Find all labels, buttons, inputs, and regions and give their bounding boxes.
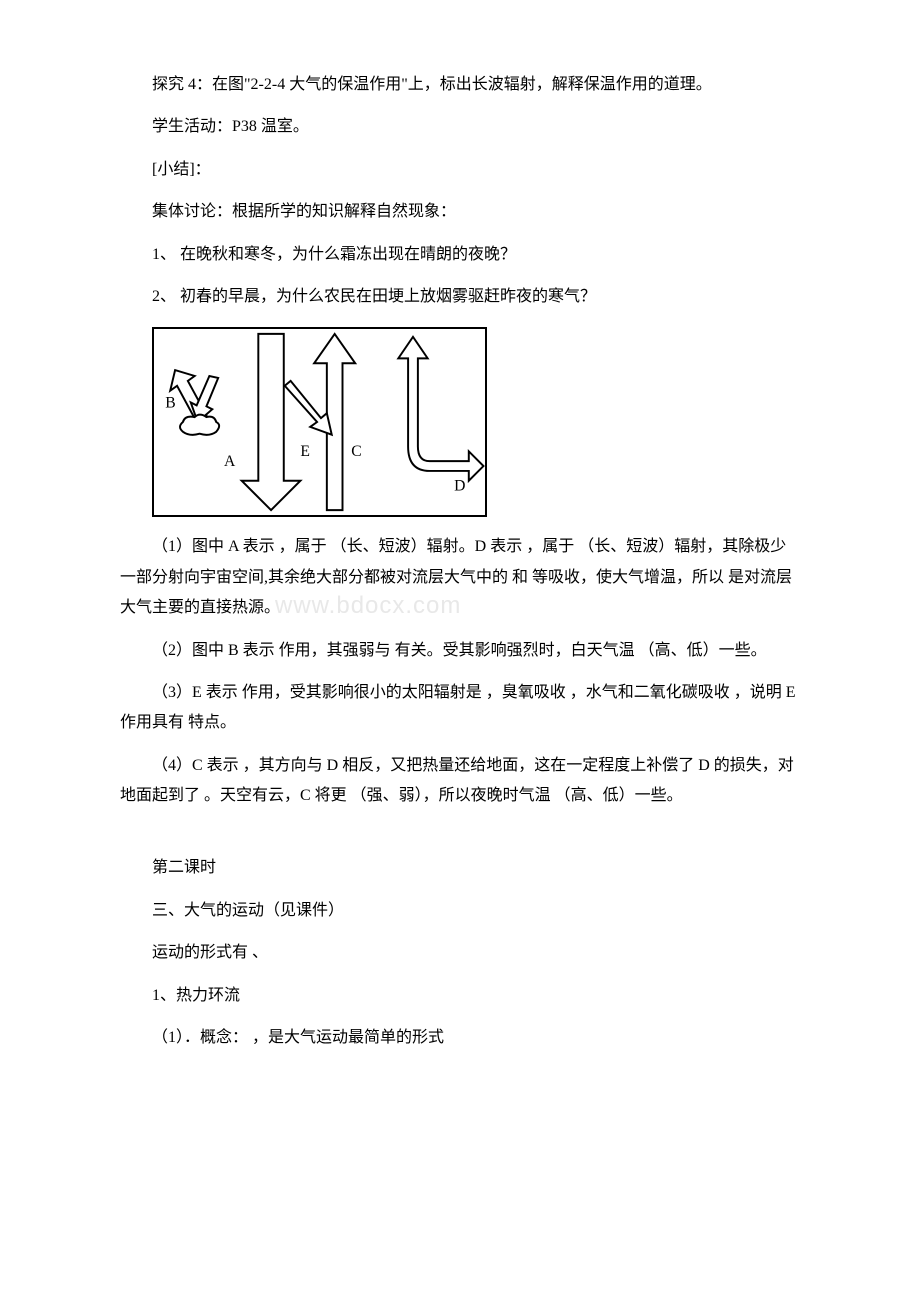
question-4-text: （4）C 表示 ，其方向与 D 相反，又把热量还给地面，这在一定程度上补偿了 D… (120, 751, 800, 812)
label-e: E (300, 444, 310, 461)
paragraph-question-2: 2、 初春的早晨，为什么农民在田埂上放烟雾驱赶昨夜的寒气？ (120, 282, 800, 312)
arrow-down-large (242, 334, 301, 510)
label-d: D (454, 478, 465, 495)
diagram-svg: B A E C D (154, 329, 485, 515)
paragraph-summary: [小结]： (120, 155, 800, 185)
arrow-e-absorption (285, 381, 332, 435)
label-a: A (224, 453, 236, 470)
paragraph-discussion: 集体讨论：根据所学的知识解释自然现象： (120, 197, 800, 227)
section-2-p1: 运动的形式有 、 (120, 938, 800, 968)
atmosphere-diagram: B A E C D (152, 327, 487, 517)
section-2-heading: 三、大气的运动（见课件） (120, 896, 800, 926)
paragraph-question-1: 1、 在晚秋和寒冬，为什么霜冻出现在晴朗的夜晚？ (120, 240, 800, 270)
paragraph-student-activity: 学生活动：P38 温室。 (120, 112, 800, 142)
label-b: B (165, 395, 175, 412)
question-2-text: （2）图中 B 表示 作用，其强弱与 有关。受其影响强烈时，白天气温 （高、低）… (120, 636, 800, 666)
question-3-text: （3）E 表示 作用，受其影响很小的太阳辐射是 ，臭氧吸收 ，水气和二氧化碳吸收… (120, 678, 800, 739)
label-c: C (351, 444, 361, 461)
paragraph-inquiry-4: 探究 4：在图"2-2-4 大气的保温作用"上，标出长波辐射，解释保温作用的道理… (120, 70, 800, 100)
section-2-title: 第二课时 (120, 853, 800, 883)
arrow-curved-d (398, 337, 483, 481)
section-spacer (120, 823, 800, 853)
cloud-shape (180, 415, 219, 435)
section-2-p2: 1、热力环流 (120, 981, 800, 1011)
question-1-text: （1）图中 A 表示 ，属于 （长、短波）辐射。D 表示 ，属于 （长、短波）辐… (120, 532, 800, 623)
section-2-p3: （1）．概念： ，是大气运动最简单的形式 (120, 1023, 800, 1053)
